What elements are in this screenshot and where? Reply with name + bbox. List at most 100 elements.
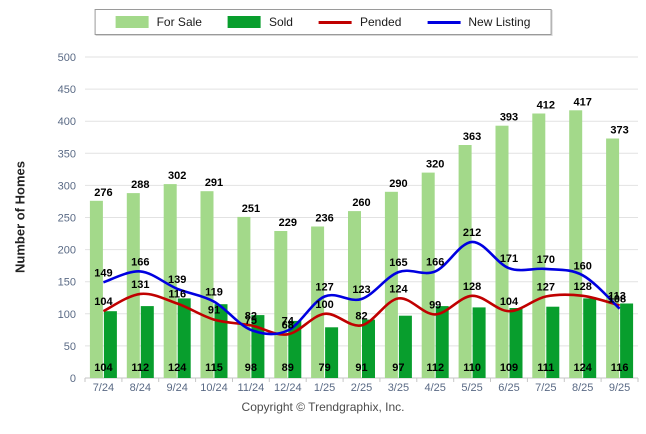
label: 260 <box>352 197 370 209</box>
bar-for-sale <box>89 200 103 378</box>
bar-sold <box>140 306 154 378</box>
new-listing-line <box>102 240 621 336</box>
bar-for-sale <box>569 110 583 379</box>
label: 12/24 <box>274 382 302 394</box>
line-new-listing <box>102 240 621 336</box>
legend-label-new-listing: New Listing <box>468 15 531 29</box>
label: 251 <box>242 203 260 215</box>
label: 100 <box>58 309 76 321</box>
bar-for-sale <box>384 191 398 378</box>
label: 229 <box>279 217 297 229</box>
label: 112 <box>131 362 149 374</box>
x-axis-tick-labels: 7/24 8/24 9/24 10/24 11/24 12/24 1/25 2/25 3/25 4… <box>93 382 631 394</box>
y-axis-title: Number of Homes <box>12 161 28 273</box>
line-pended <box>102 292 620 336</box>
label: 110 <box>463 362 481 374</box>
label: 450 <box>58 84 76 96</box>
bar-sold <box>472 307 486 378</box>
label: 4/25 <box>424 382 445 394</box>
label: 115 <box>205 362 223 374</box>
label: 417 <box>574 96 592 108</box>
bar-for-sale <box>200 191 214 378</box>
legend-item-pended: Pended <box>318 15 402 29</box>
label: 99 <box>429 299 441 311</box>
label: 300 <box>58 180 76 192</box>
bar-for-sale <box>421 172 435 378</box>
label: 124 <box>389 283 408 295</box>
label: 124 <box>574 362 593 374</box>
label: 104 <box>94 362 113 374</box>
label: 123 <box>352 284 370 296</box>
sold-value-labels: 104 112 124 115 98 89 79 91 97 112 110 109 111 124 116 <box>94 362 628 374</box>
pended-value-labels: 104 131 116 91 82 68 100 82 124 99 128 104 127 128 113 <box>94 279 626 331</box>
new-listing-value-labels: 149 166 139 119 75 74 127 123 165 166 212 171 170 160… <box>94 227 626 328</box>
label: 91 <box>208 305 220 317</box>
label: 0 <box>70 373 76 385</box>
label: 9/25 <box>609 382 630 394</box>
label: 97 <box>392 362 404 374</box>
label: 131 <box>131 279 149 291</box>
bar-for-sale <box>348 211 361 378</box>
bar-sold <box>325 327 339 378</box>
label: 393 <box>500 112 518 124</box>
label: 128 <box>574 281 592 293</box>
label: 165 <box>389 257 407 269</box>
label: 119 <box>205 287 223 299</box>
label: 200 <box>58 245 76 257</box>
for-sale-swatch <box>115 16 149 28</box>
label: 236 <box>315 213 333 225</box>
label: 100 <box>315 299 333 311</box>
legend: For Sale Sold Pended New Listing <box>94 9 552 35</box>
pended-swatch <box>318 20 352 24</box>
label: 212 <box>463 227 481 239</box>
label: 170 <box>537 254 555 266</box>
label: 171 <box>500 253 518 265</box>
label: 127 <box>537 282 555 294</box>
label: 7/25 <box>535 382 556 394</box>
label: 373 <box>610 125 628 137</box>
label: 82 <box>245 310 257 322</box>
label: 320 <box>426 159 444 171</box>
bar-for-sale <box>237 216 251 378</box>
label: 166 <box>426 256 444 268</box>
legend-label-pended: Pended <box>359 15 402 29</box>
label: 302 <box>168 170 186 182</box>
label: 5/25 <box>461 382 482 394</box>
label: 111 <box>537 362 554 374</box>
label: 8/24 <box>130 382 151 394</box>
label: 116 <box>611 362 629 374</box>
label: 11/24 <box>238 382 265 394</box>
bar-sold <box>583 298 597 378</box>
label: 7/24 <box>93 382 114 394</box>
label: 74 <box>282 316 295 328</box>
label: 160 <box>574 260 592 272</box>
label: 116 <box>168 289 186 301</box>
legend-item-new-listing: New Listing <box>427 15 530 29</box>
label: 50 <box>64 341 76 353</box>
label: 128 <box>463 281 481 293</box>
bar-sold <box>103 311 117 378</box>
bar-for-sale <box>606 138 620 378</box>
legend-label-sold: Sold <box>268 15 293 29</box>
bar-for-sale <box>458 145 472 378</box>
label: 288 <box>131 179 149 191</box>
label: 363 <box>463 131 481 143</box>
label: 91 <box>355 362 367 374</box>
legend-item-for-sale: For Sale <box>115 15 202 29</box>
y-axis-tick-labels: 0 50 100 150 200 250 300 350 400 450 500 <box>58 52 76 385</box>
label: 150 <box>58 277 76 289</box>
bar-for-sale <box>532 113 546 378</box>
label: 412 <box>537 100 555 112</box>
bar-sold <box>620 303 634 378</box>
label: 68 <box>282 319 294 331</box>
label: 139 <box>168 274 186 286</box>
label: 8/25 <box>572 382 593 394</box>
legend-label-for-sale: For Sale <box>156 15 202 29</box>
x-axis-ticks <box>84 378 639 382</box>
bar-for-sale <box>274 231 288 378</box>
label: 89 <box>282 362 294 374</box>
bar-for-sale <box>126 193 140 378</box>
bar-sold <box>177 298 191 378</box>
bar-for-sale <box>163 184 177 378</box>
